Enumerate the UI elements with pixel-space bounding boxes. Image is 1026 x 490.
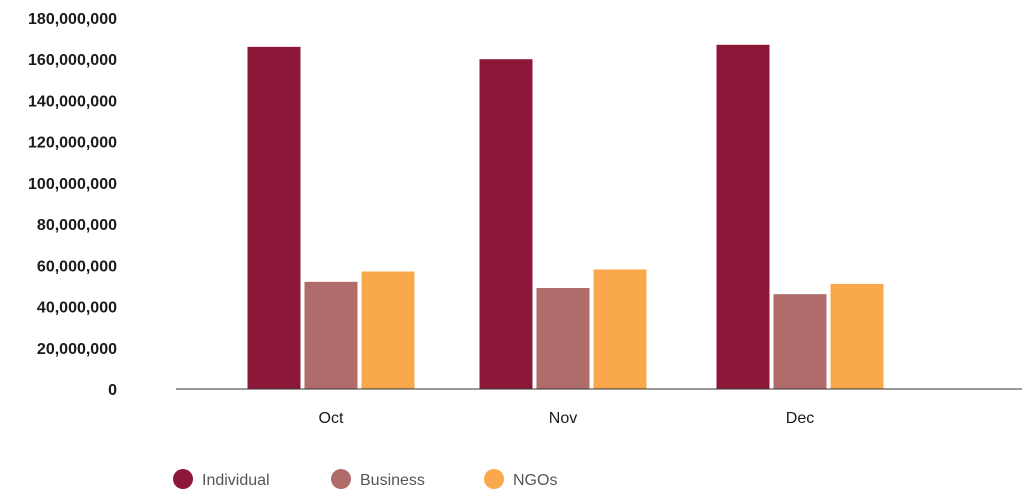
y-tick-label: 0 [108, 382, 117, 399]
y-axis: 0 20,000,000 40,000,000 60,000,000 80,000,00… [28, 11, 117, 399]
legend-swatch-business [331, 469, 351, 489]
bars [247, 44, 884, 390]
bar-business-nov [536, 288, 590, 389]
legend-label: Business [360, 472, 425, 489]
bar-individual-dec [716, 44, 770, 390]
legend-swatch-ngos [484, 469, 504, 489]
bar-ngos-nov [593, 269, 647, 389]
x-tick-label: Oct [319, 410, 344, 427]
bar-individual-nov [479, 59, 533, 389]
legend-label: Individual [202, 472, 270, 489]
y-tick-label: 20,000,000 [37, 341, 117, 358]
y-tick-label: 60,000,000 [37, 258, 117, 275]
y-tick-label: 140,000,000 [28, 93, 117, 110]
bar-individual-oct [247, 46, 301, 389]
x-tick-label: Dec [786, 410, 814, 427]
y-tick-label: 80,000,000 [37, 217, 117, 234]
bar-ngos-oct [361, 271, 415, 389]
y-tick-label: 100,000,000 [28, 176, 117, 193]
x-axis: Oct Nov Dec [319, 410, 815, 427]
legend-swatch-individual [173, 469, 193, 489]
y-tick-label: 180,000,000 [28, 11, 117, 28]
x-tick-label: Nov [549, 410, 577, 427]
bar-ngos-dec [830, 283, 884, 389]
legend: Individual Business NGOs [173, 469, 557, 489]
y-tick-label: 120,000,000 [28, 135, 117, 152]
y-tick-label: 160,000,000 [28, 52, 117, 69]
y-tick-label: 40,000,000 [37, 300, 117, 317]
legend-label: NGOs [513, 472, 557, 489]
bar-business-dec [773, 294, 827, 389]
bar-business-oct [304, 281, 358, 389]
